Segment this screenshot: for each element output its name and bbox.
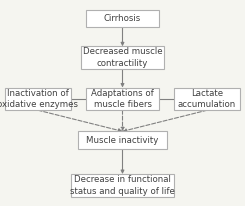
FancyBboxPatch shape [71,174,174,197]
Text: Cirrhosis: Cirrhosis [104,14,141,23]
Text: Lactate
accumulation: Lactate accumulation [178,89,236,109]
FancyBboxPatch shape [174,88,240,110]
Text: Decreased muscle
contractility: Decreased muscle contractility [83,47,162,68]
FancyBboxPatch shape [78,131,167,149]
Text: Inactivation of
oxidative enzymes: Inactivation of oxidative enzymes [0,89,78,109]
Text: Muscle inactivity: Muscle inactivity [86,136,159,145]
FancyBboxPatch shape [86,10,159,27]
FancyBboxPatch shape [5,88,71,110]
Text: Decrease in functional
status and quality of life: Decrease in functional status and qualit… [70,175,175,196]
Text: Adaptations of
muscle fibers: Adaptations of muscle fibers [91,89,154,109]
FancyBboxPatch shape [86,88,159,110]
FancyBboxPatch shape [81,46,164,69]
